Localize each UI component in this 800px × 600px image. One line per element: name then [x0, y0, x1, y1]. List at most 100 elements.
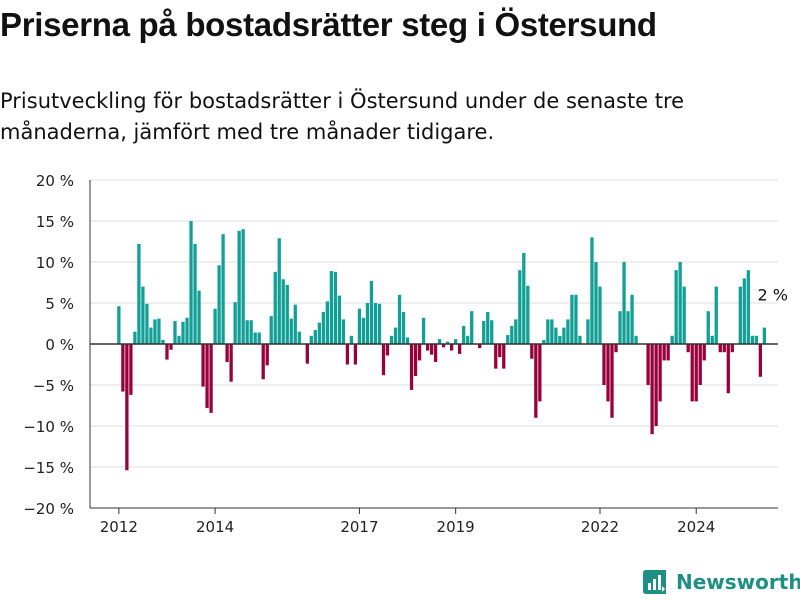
bar: [349, 335, 354, 344]
bar: [361, 317, 366, 344]
bar: [730, 344, 734, 353]
bar: [265, 344, 269, 366]
bar: [702, 344, 706, 361]
bar: [762, 327, 767, 344]
bar: [189, 221, 193, 344]
bar: [458, 344, 462, 354]
bar: [462, 325, 466, 344]
y-tick-label: 0 %: [45, 336, 74, 354]
bar: [157, 318, 161, 344]
bar: [141, 286, 145, 344]
bar: [522, 252, 526, 344]
bar: [494, 344, 498, 369]
bar: [333, 271, 338, 344]
bar: [213, 308, 217, 344]
bar: [209, 344, 213, 413]
bar: [710, 335, 714, 344]
bars: [117, 221, 767, 471]
bar: [666, 344, 670, 361]
bar: [165, 344, 169, 360]
bar: [550, 319, 554, 344]
y-tick-label: 10 %: [36, 254, 74, 272]
bar: [694, 344, 698, 402]
bar: [718, 344, 722, 353]
brand-name: Newsworthy: [676, 570, 800, 594]
bar: [514, 319, 518, 344]
bar: [181, 321, 185, 344]
bar: [393, 327, 398, 344]
bar: [518, 270, 522, 344]
bar: [293, 304, 297, 344]
bar: [409, 344, 414, 390]
bar: [145, 303, 149, 344]
bar: [678, 262, 682, 344]
bar: [534, 344, 538, 418]
bar: [193, 243, 197, 344]
bar: [425, 344, 430, 351]
bar: [441, 344, 446, 348]
x-tick-label: 2012: [100, 518, 138, 536]
bar: [285, 284, 289, 344]
bar: [686, 344, 690, 353]
bar: [221, 234, 225, 344]
bar: [365, 303, 370, 344]
bar: [662, 344, 666, 361]
bar: [329, 271, 334, 344]
bar: [129, 344, 133, 395]
bar: [598, 286, 602, 344]
bar: [173, 321, 177, 344]
bar: [510, 325, 514, 344]
bar: [389, 335, 394, 344]
bar: [594, 262, 598, 344]
bar: [690, 344, 694, 402]
bar: [682, 286, 686, 344]
bar: [297, 331, 301, 344]
bar: [546, 319, 550, 344]
bar: [558, 335, 562, 344]
bar: [750, 335, 754, 344]
bar: [241, 229, 245, 344]
bar: [417, 344, 422, 361]
bar: [185, 317, 189, 344]
bar: [758, 344, 763, 377]
bar: [722, 344, 726, 353]
chart-subtitle: Prisutveckling för bostadsrätter i Öster…: [0, 89, 685, 144]
bar: [586, 319, 590, 344]
bar: [674, 270, 678, 344]
newsworthy-logo-icon: [643, 570, 666, 594]
bar: [429, 344, 434, 355]
axes: [89, 180, 778, 509]
newsworthy-brand: Newsworthy: [642, 566, 800, 598]
bar: [313, 330, 317, 344]
bar: [506, 334, 510, 344]
bar: [445, 341, 450, 344]
bar: [614, 344, 618, 353]
bar: [197, 290, 201, 344]
bar: [309, 335, 313, 344]
bar: [502, 344, 506, 369]
bar: [622, 262, 626, 344]
bar: [117, 306, 121, 344]
bar: [618, 311, 622, 344]
bar: [305, 344, 309, 364]
x-tick-label: 2024: [677, 518, 715, 536]
latest-value-annotation: 2 %: [758, 286, 788, 305]
bar: [373, 303, 378, 344]
bar: [746, 270, 750, 344]
y-axis-tick-labels: −20 % −15 % −10 % −5 % 0 % 5 % 10 % 15 % 20 %: [23, 172, 74, 518]
y-tick-label: 5 %: [45, 295, 74, 313]
bar: [449, 344, 454, 351]
y-tick-label: 15 %: [36, 213, 74, 231]
bar: [706, 311, 710, 344]
bar: [253, 332, 257, 344]
x-tick-label: 2019: [437, 518, 475, 536]
bar: [405, 337, 410, 344]
bar: [630, 294, 634, 344]
bar: [454, 339, 458, 344]
x-tick-label: 2014: [196, 518, 234, 536]
bar: [634, 335, 638, 344]
y-tick-label: −15 %: [23, 459, 74, 477]
bar: [646, 344, 650, 385]
bar: [381, 344, 386, 376]
bar: [470, 311, 474, 344]
